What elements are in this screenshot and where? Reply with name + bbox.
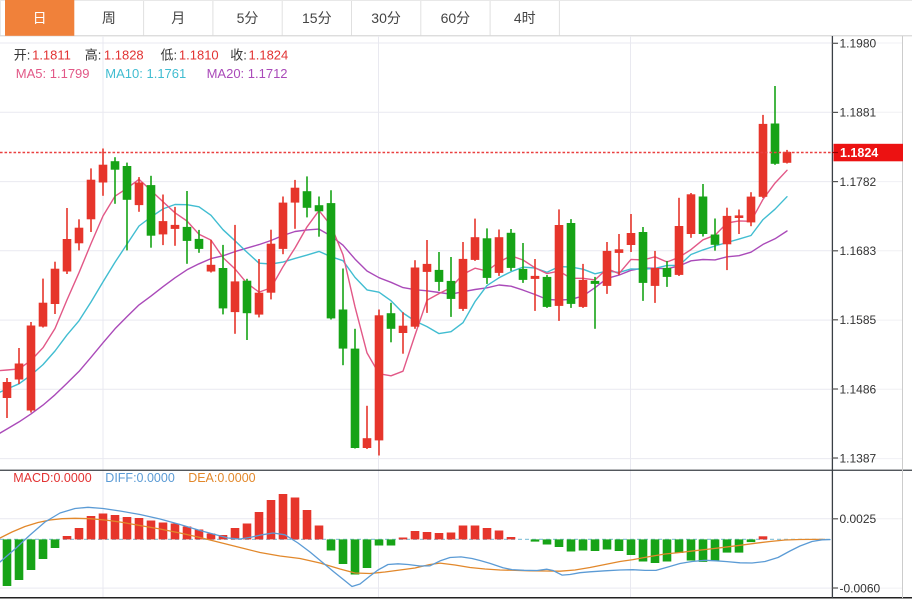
svg-text:1.1782: 1.1782 xyxy=(840,175,877,189)
svg-text:开:: 开: xyxy=(14,48,31,63)
svg-text:-0.0060: -0.0060 xyxy=(840,581,881,595)
svg-text:4时: 4时 xyxy=(514,10,536,26)
svg-text:15分: 15分 xyxy=(302,10,332,26)
svg-text:DEA:0.0000: DEA:0.0000 xyxy=(188,471,255,485)
svg-text:低:: 低: xyxy=(161,48,178,63)
svg-text:60分: 60分 xyxy=(441,10,471,26)
svg-text:MA20: 1.1712: MA20: 1.1712 xyxy=(207,66,288,81)
svg-text:1.1585: 1.1585 xyxy=(840,313,877,327)
svg-text:1.1828: 1.1828 xyxy=(104,48,144,63)
svg-text:1.1486: 1.1486 xyxy=(840,382,877,396)
svg-text:1.1824: 1.1824 xyxy=(249,48,289,63)
svg-text:周: 周 xyxy=(102,10,116,26)
svg-text:1.1881: 1.1881 xyxy=(840,106,877,120)
svg-text:1.1811: 1.1811 xyxy=(32,48,71,63)
svg-text:日: 日 xyxy=(33,10,47,26)
svg-text:1.1824: 1.1824 xyxy=(840,146,878,160)
svg-text:1.1683: 1.1683 xyxy=(840,244,877,258)
svg-text:30分: 30分 xyxy=(371,10,401,26)
svg-text:MA5: 1.1799: MA5: 1.1799 xyxy=(16,66,90,81)
svg-text:0.0025: 0.0025 xyxy=(840,512,877,526)
svg-text:DIFF:0.0000: DIFF:0.0000 xyxy=(105,471,175,485)
svg-text:1.1980: 1.1980 xyxy=(840,37,877,51)
svg-text:月: 月 xyxy=(171,10,185,26)
svg-text:1.1387: 1.1387 xyxy=(840,451,877,465)
svg-text:MACD:0.0000: MACD:0.0000 xyxy=(13,471,92,485)
svg-text:MA10: 1.1761: MA10: 1.1761 xyxy=(105,66,186,81)
svg-text:收:: 收: xyxy=(230,48,247,63)
svg-text:高:: 高: xyxy=(85,48,102,63)
svg-text:1.1810: 1.1810 xyxy=(179,48,219,63)
svg-text:5分: 5分 xyxy=(237,10,259,26)
